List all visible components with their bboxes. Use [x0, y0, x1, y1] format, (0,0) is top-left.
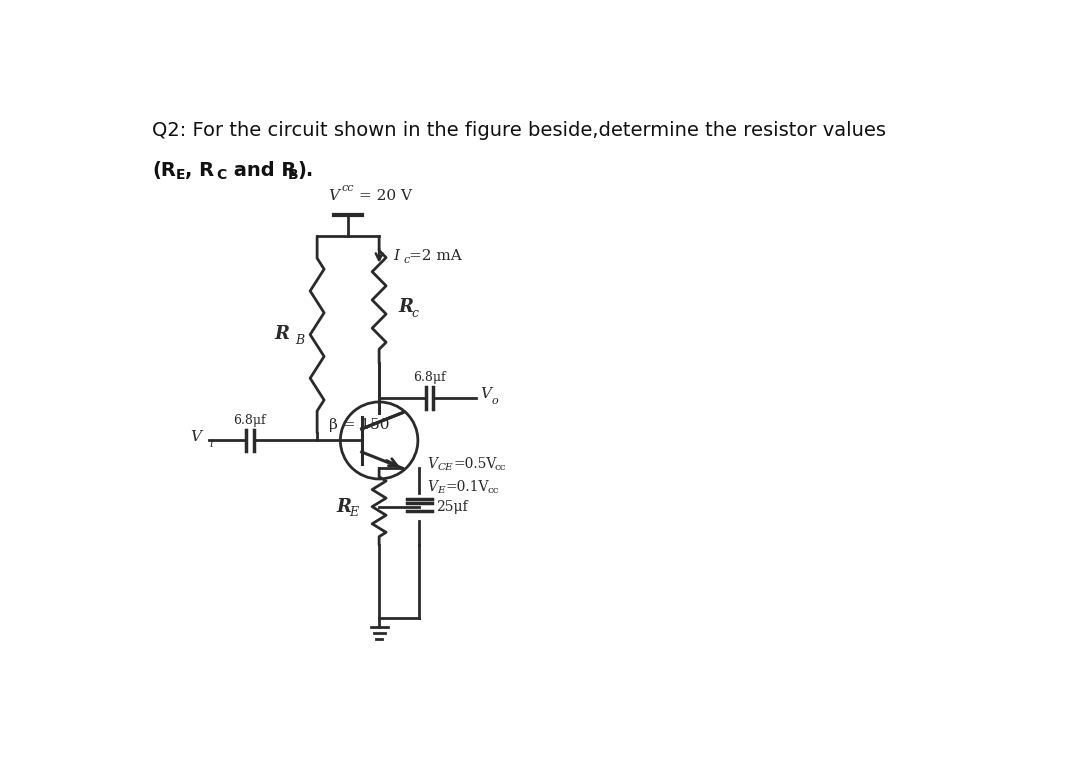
Text: V: V — [428, 456, 437, 471]
Text: =0.1V: =0.1V — [446, 480, 489, 493]
Text: cc: cc — [342, 182, 354, 193]
Text: (R: (R — [152, 161, 176, 180]
Text: E: E — [437, 486, 445, 495]
Text: 25μf: 25μf — [436, 500, 468, 514]
Text: = 20 V: = 20 V — [359, 189, 411, 204]
Text: β = 150: β = 150 — [328, 418, 389, 432]
Text: B: B — [296, 334, 305, 347]
Text: c: c — [404, 254, 410, 265]
Text: R: R — [399, 298, 414, 316]
Text: I: I — [393, 249, 400, 262]
Text: o: o — [491, 396, 498, 406]
Text: E: E — [175, 168, 185, 182]
Text: V: V — [328, 189, 339, 204]
Text: 6.8μf: 6.8μf — [233, 413, 266, 427]
Text: B: B — [287, 168, 298, 182]
Text: =2 mA: =2 mA — [409, 249, 462, 262]
Text: and R: and R — [227, 161, 297, 180]
Text: , R: , R — [186, 161, 215, 180]
Text: cc: cc — [495, 463, 507, 472]
Text: Q2: For the circuit shown in the figure beside,determine the resistor values: Q2: For the circuit shown in the figure … — [152, 121, 886, 140]
Text: =0.5V: =0.5V — [454, 456, 497, 471]
Text: E: E — [350, 507, 359, 519]
Text: R: R — [337, 498, 351, 516]
Text: ).: ). — [298, 161, 314, 180]
Text: V: V — [428, 480, 437, 493]
Text: i: i — [210, 438, 213, 449]
Text: C: C — [216, 168, 227, 182]
Text: 6.8μf: 6.8μf — [414, 371, 446, 384]
Text: R: R — [274, 325, 289, 343]
Text: cc: cc — [488, 486, 499, 495]
Text: c: c — [411, 307, 419, 320]
Text: CE: CE — [437, 463, 453, 472]
Text: V: V — [191, 430, 202, 444]
Text: V: V — [480, 388, 491, 401]
